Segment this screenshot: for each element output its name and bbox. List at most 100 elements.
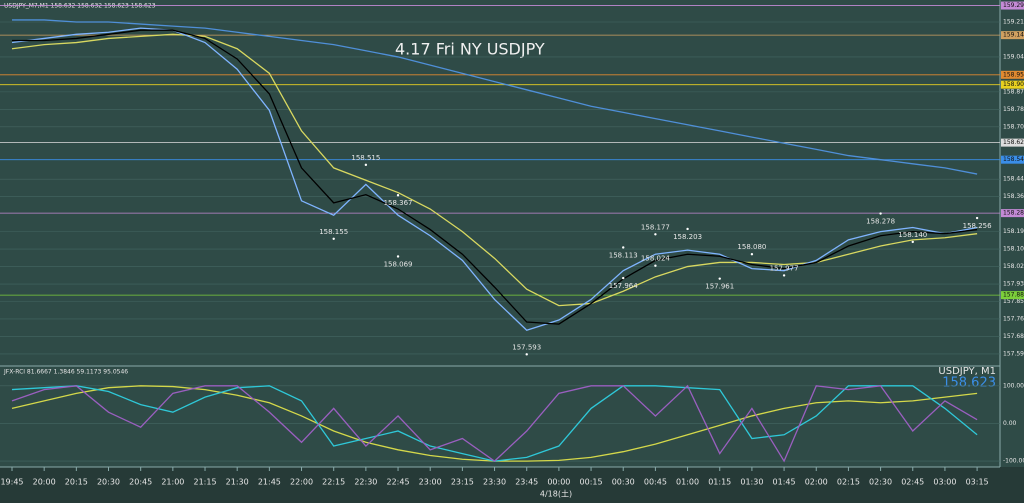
annotation-label: 158.069 <box>384 260 413 268</box>
level-label: 158.905 <box>1003 81 1024 88</box>
x-tick-label: 22:00 <box>290 478 313 487</box>
annotation-label: 157.593 <box>512 343 541 351</box>
x-tick-label: 22:30 <box>354 478 377 487</box>
x-tick-label: 20:45 <box>129 478 152 487</box>
x-tick-label: 02:00 <box>805 478 828 487</box>
annotation-label: 157.964 <box>609 282 638 290</box>
y-tick-label: 158.445 <box>1003 176 1024 183</box>
x-tick-label: 21:00 <box>161 478 184 487</box>
level-label: 158.540 <box>1003 156 1024 163</box>
y-tick-label: 158.870 <box>1003 88 1024 95</box>
x-tick-label: 19:45 <box>0 478 23 487</box>
x-tick-label: 22:15 <box>322 478 345 487</box>
level-box <box>1001 1 1024 10</box>
level-box <box>1001 138 1024 147</box>
level-label: 157.881 <box>1003 292 1024 299</box>
annotation-label: 158.113 <box>609 251 638 259</box>
x-tick-label: 20:00 <box>33 478 56 487</box>
annotation-label: 158.140 <box>898 231 927 239</box>
annotation-point <box>718 277 721 280</box>
level-label: 159.146 <box>1003 32 1024 39</box>
y-tick-label: 158.105 <box>1003 246 1024 253</box>
x-tick-label: 20:15 <box>65 478 88 487</box>
annotation-point <box>622 246 625 249</box>
y-tick-label: 158.190 <box>1003 228 1024 235</box>
x-tick-label: 23:00 <box>419 478 442 487</box>
y-tick-label: 157.765 <box>1003 315 1024 322</box>
x-tick-label: 01:00 <box>676 478 699 487</box>
annotation-point <box>332 237 335 241</box>
x-tick-label: 01:15 <box>708 478 731 487</box>
y-tick-label: 158.360 <box>1003 193 1024 200</box>
annotation-label: 158.367 <box>384 199 413 207</box>
level-box <box>1001 291 1024 300</box>
last-price: 158.623 <box>942 376 996 391</box>
x-tick-label: 02:45 <box>901 478 924 487</box>
series-line <box>11 384 978 463</box>
annotation-point <box>525 353 528 356</box>
annotation-label: 158.515 <box>351 154 380 162</box>
annotation-point <box>782 274 786 277</box>
annotation-label: 158.024 <box>641 255 670 263</box>
level-label: 158.623 <box>1003 139 1024 146</box>
x-tick-label: 03:15 <box>966 478 989 487</box>
x-tick-label: 03:00 <box>933 478 956 487</box>
x-tick-label: 22:45 <box>387 478 410 487</box>
y-tick-label: 158.700 <box>1003 123 1024 130</box>
annotation-label: 158.256 <box>963 222 992 230</box>
y-tick-label: 159.210 <box>1003 18 1024 25</box>
y-tick-label: 157.680 <box>1003 333 1024 340</box>
y-tick-label: 158.785 <box>1003 106 1024 113</box>
annotation-label: 158.203 <box>673 233 702 241</box>
y-tick-label: 158.020 <box>1003 263 1024 270</box>
annotation-label: 158.155 <box>319 228 348 236</box>
annotation-label: 157.961 <box>705 283 734 291</box>
annotation-point <box>911 240 914 244</box>
chart-info: USDJPY_M7,M1 158.632 158.632 158.623 158… <box>4 3 156 10</box>
x-tick-label: 23:15 <box>451 478 474 487</box>
annotation-point <box>654 264 657 267</box>
level-label: 158.953 <box>1003 71 1024 78</box>
x-tick-label: 20:30 <box>97 478 120 487</box>
x-tick-label: 02:30 <box>869 478 892 487</box>
y-tick-label: 0.00 <box>1003 420 1017 427</box>
annotation-point <box>396 255 400 258</box>
level-box <box>1001 80 1024 89</box>
x-tick-label: 02:15 <box>837 478 860 487</box>
x-tick-label: 00:30 <box>612 478 635 487</box>
level-label: 159.290 <box>1003 2 1024 9</box>
x-tick-label: 00:15 <box>580 478 603 487</box>
x-tick-label: 01:45 <box>773 478 796 487</box>
level-box <box>1001 31 1024 40</box>
x-tick-label: 23:45 <box>515 478 538 487</box>
panel-symbol: USDJPY, M1 <box>938 366 996 377</box>
annotation-point <box>622 276 625 280</box>
annotation-point <box>686 227 689 231</box>
x-tick-label: 00:00 <box>547 478 570 487</box>
level-box <box>1001 70 1024 79</box>
annotation-point <box>750 253 754 256</box>
level-box <box>1001 209 1024 218</box>
annotation-label: 158.080 <box>737 243 766 251</box>
x-tick-label: 21:45 <box>258 478 281 487</box>
annotation-label: 158.177 <box>641 223 670 231</box>
time-axis-bg <box>0 467 1024 503</box>
y-tick-label: 157.595 <box>1003 350 1024 357</box>
annotation-point <box>396 194 400 197</box>
panel-info: JFX-RCI 81.6667 1.3846 59.1173 95.0546 <box>3 369 128 376</box>
x-date-label: 4/18(土) <box>540 489 572 499</box>
annotation-point <box>364 163 368 167</box>
x-tick-label: 01:30 <box>740 478 763 487</box>
annotation-point <box>879 212 882 215</box>
annotation-label: 157.977 <box>770 264 799 272</box>
y-tick-label: 157.935 <box>1003 281 1024 288</box>
x-tick-label: 21:30 <box>226 478 249 487</box>
level-box <box>1001 155 1024 164</box>
level-label: 158.280 <box>1003 210 1024 217</box>
chart-title: 4.17 Fri NY USDJPY <box>395 40 545 59</box>
